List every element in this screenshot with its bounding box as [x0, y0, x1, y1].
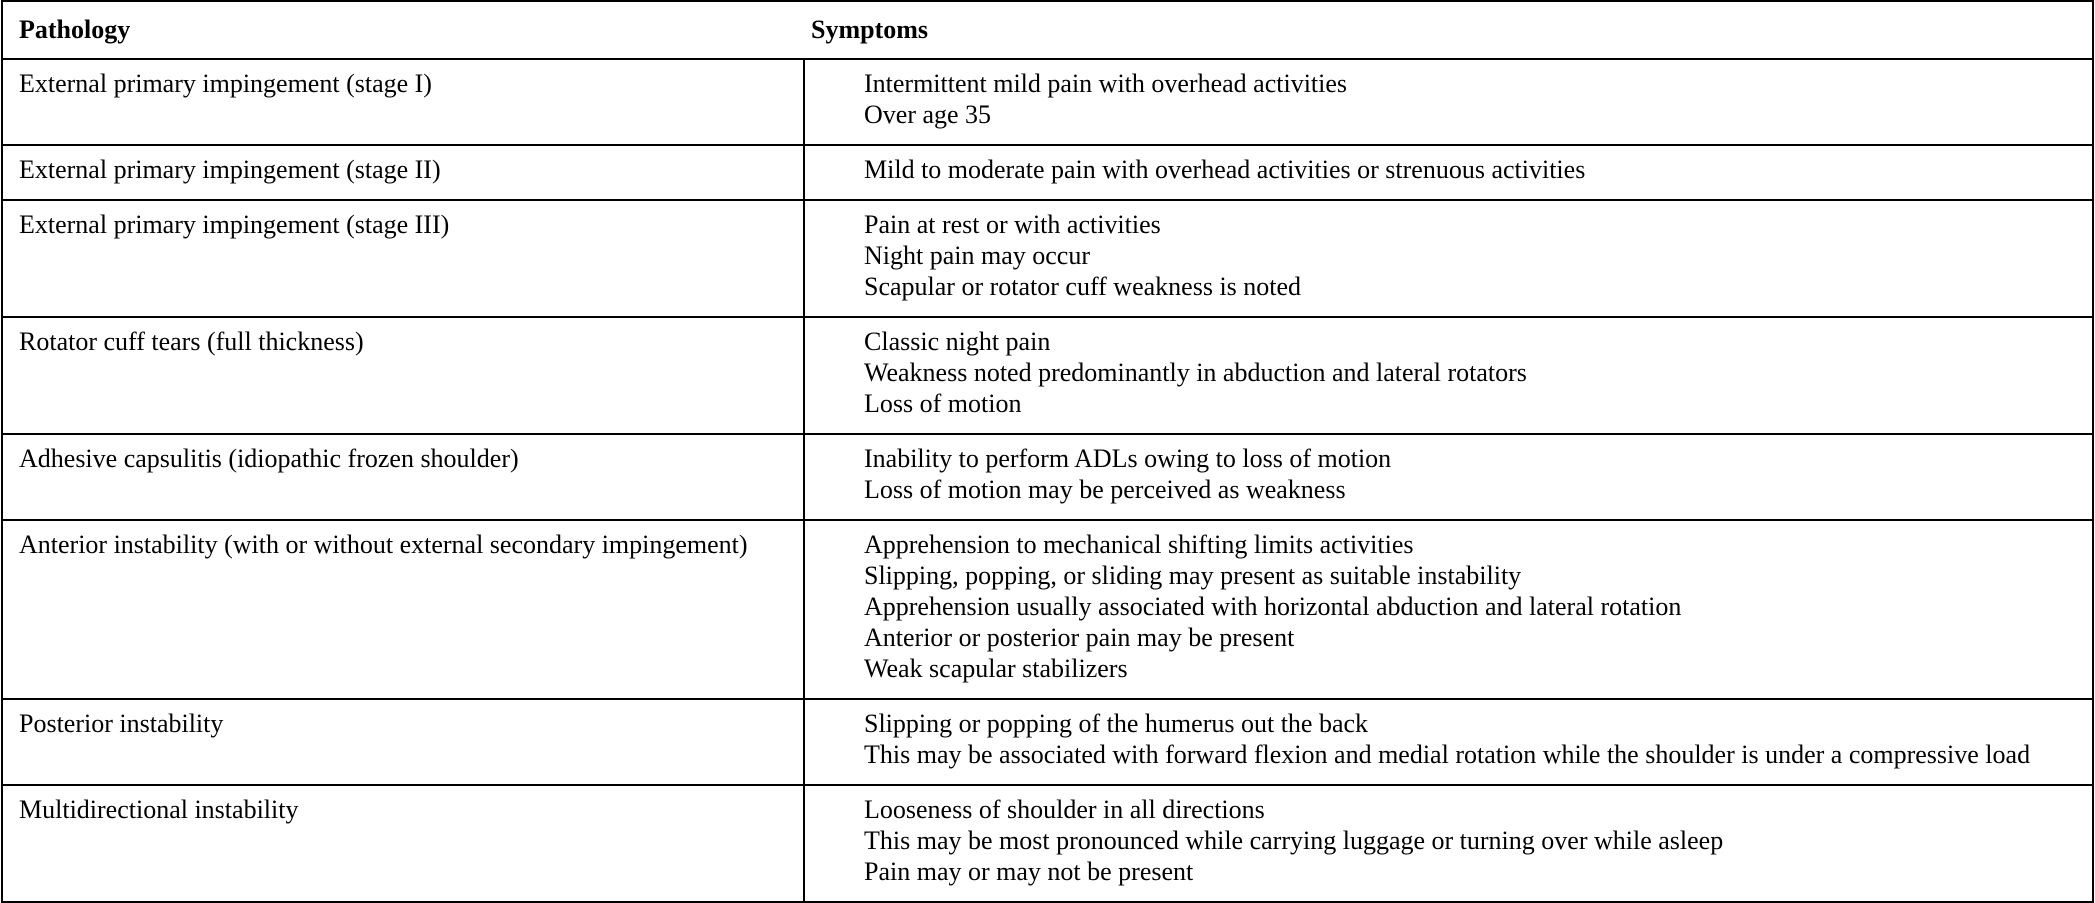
pathology-cell: Posterior instability	[2, 699, 805, 785]
header-pathology: Pathology	[19, 15, 131, 44]
symptom-line: Loss of motion may be perceived as weakn…	[864, 475, 1346, 504]
table-row: Adhesive capsulitis (idiopathic frozen s…	[2, 434, 2093, 520]
symptom-line: Slipping, popping, or sliding may presen…	[864, 561, 1522, 590]
header-symptoms: Symptoms	[811, 15, 929, 44]
symptom-line: Anterior or posterior pain may be presen…	[864, 623, 1295, 652]
symptom-line: This may be associated with forward flex…	[864, 740, 2031, 769]
pathology-cell: External primary impingement (stage II)	[2, 145, 805, 200]
table-row: Anterior instability (with or without ex…	[2, 520, 2093, 699]
table-row: External primary impingement (stage II) M…	[2, 145, 2093, 200]
symptoms-cell: Looseness of shoulder in all directions T…	[804, 785, 2093, 902]
pathology-cell: External primary impingement (stage I)	[2, 59, 805, 145]
symptoms-cell: Inability to perform ADLs owing to loss …	[804, 434, 2093, 520]
symptoms-cell: Classic night pain Weakness noted predomi…	[804, 317, 2093, 434]
symptoms-cell: Mild to moderate pain with overhead acti…	[804, 145, 2093, 200]
symptom-line: Looseness of shoulder in all directions	[864, 795, 1265, 824]
pathology-cell: Rotator cuff tears (full thickness)	[2, 317, 805, 434]
symptom-line: This may be most pronounced while carryi…	[864, 826, 1724, 855]
symptom-line: Night pain may occur	[864, 241, 1090, 270]
table-row: Posterior instability Slipping or popping…	[2, 699, 2093, 785]
symptom-line: Scapular or rotator cuff weakness is not…	[864, 272, 1302, 301]
symptom-line: Weak scapular stabilizers	[864, 654, 1128, 683]
table-row: Rotator cuff tears (full thickness) Class…	[2, 317, 2093, 434]
pathology-cell: Adhesive capsulitis (idiopathic frozen s…	[2, 434, 805, 520]
symptom-line: Classic night pain	[864, 327, 1051, 356]
symptom-line: Loss of motion	[864, 389, 1022, 418]
pathology-cell: Multidirectional instability	[2, 785, 805, 902]
table-row: Multidirectional instability Looseness of…	[2, 785, 2093, 902]
symptom-line: Apprehension to mechanical shifting limi…	[864, 530, 1414, 559]
symptom-line: Pain at rest or with activities	[864, 210, 1161, 239]
symptom-line: Intermittent mild pain with overhead act…	[864, 69, 1348, 98]
symptom-line: Inability to perform ADLs owing to loss …	[864, 444, 1392, 473]
symptom-line: Over age 35	[864, 100, 992, 129]
symptom-line: Pain may or may not be present	[864, 857, 1194, 886]
table-row: External primary impingement (stage I) In…	[2, 59, 2093, 145]
symptoms-cell: Intermittent mild pain with overhead act…	[804, 59, 2093, 145]
table-row: External primary impingement (stage III)…	[2, 200, 2093, 317]
symptoms-cell: Apprehension to mechanical shifting limi…	[804, 520, 2093, 699]
pathology-cell: External primary impingement (stage III)	[2, 200, 805, 317]
symptom-line: Apprehension usually associated with hor…	[864, 592, 1682, 621]
symptom-line: Weakness noted predominantly in abductio…	[864, 358, 1527, 387]
symptom-line: Mild to moderate pain with overhead acti…	[864, 155, 1586, 184]
symptoms-cell: Slipping or popping of the humerus out t…	[804, 699, 2093, 785]
header-row: Pathology Symptoms	[2, 1, 2093, 59]
pathology-cell: Anterior instability (with or without ex…	[2, 520, 805, 699]
symptom-line: Slipping or popping of the humerus out t…	[864, 709, 1369, 738]
symptoms-cell: Pain at rest or with activities Night pai…	[804, 200, 2093, 317]
